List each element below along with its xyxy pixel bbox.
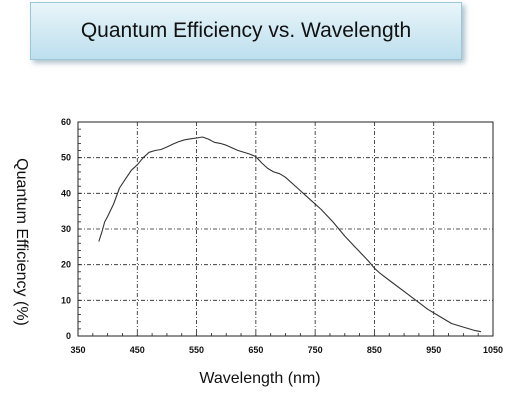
y-tick-label: 60 bbox=[61, 117, 71, 127]
x-tick-label: 850 bbox=[367, 345, 382, 355]
y-tick-label: 30 bbox=[61, 224, 71, 234]
y-tick-label: 20 bbox=[61, 260, 71, 270]
qe-curve bbox=[98, 136, 482, 333]
x-tick-label: 550 bbox=[189, 345, 204, 355]
x-tick-label: 650 bbox=[248, 345, 263, 355]
x-tick-label: 750 bbox=[308, 345, 323, 355]
y-tick-label: 40 bbox=[61, 188, 71, 198]
chart-title: Quantum Efficiency vs. Wavelength bbox=[80, 19, 412, 42]
x-tick-label: 450 bbox=[130, 345, 145, 355]
y-tick-label: 10 bbox=[61, 295, 71, 305]
y-tick-label: 50 bbox=[61, 153, 71, 163]
x-tick-label: 1050 bbox=[483, 345, 503, 355]
y-tick-label: 0 bbox=[66, 331, 71, 341]
title-banner: Quantum Efficiency vs. Wavelength bbox=[30, 2, 462, 60]
x-axis-label: Wavelength (nm) bbox=[199, 370, 321, 387]
x-tick-label: 350 bbox=[70, 345, 85, 355]
x-tick-label: 950 bbox=[426, 345, 441, 355]
